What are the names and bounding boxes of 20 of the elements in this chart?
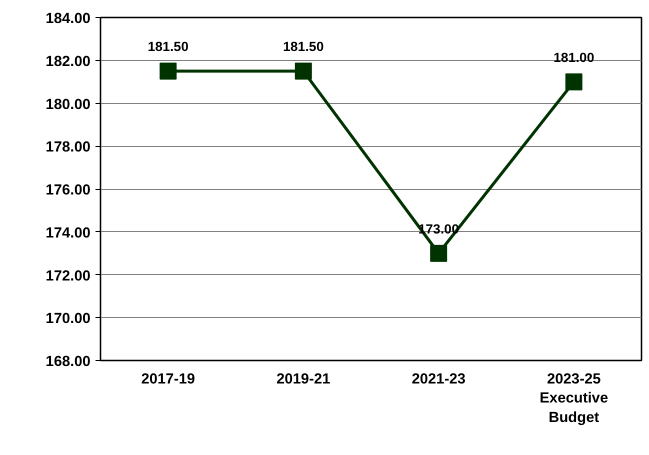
x-tick-label: 2021-23 [412,372,466,388]
x-tick-label: 2017-19 [141,372,196,388]
y-tick-label: 182.00 [46,54,90,70]
y-tick-label: 168.00 [46,354,90,370]
data-label: 181.50 [282,39,324,54]
point [294,62,312,80]
y-tick-label: 178.00 [46,140,90,156]
y-tick-label: 170.00 [46,311,90,328]
y-tick-label: 176.00 [46,182,90,198]
data-label: 181.00 [553,50,594,65]
data-label: 181.50 [148,39,189,54]
point [160,62,177,80]
y-tick-label: 184.00 [46,11,90,27]
x-tick-label: 2023-25 Executive Budget [540,372,608,426]
y-tick-label: 172.00 [46,268,90,284]
y-tick-label: 174.00 [46,225,90,242]
x-tick-label: 2019-21 [276,372,330,388]
point [430,244,448,262]
point [565,73,582,90]
y-tick-label: 180.00 [46,96,90,113]
